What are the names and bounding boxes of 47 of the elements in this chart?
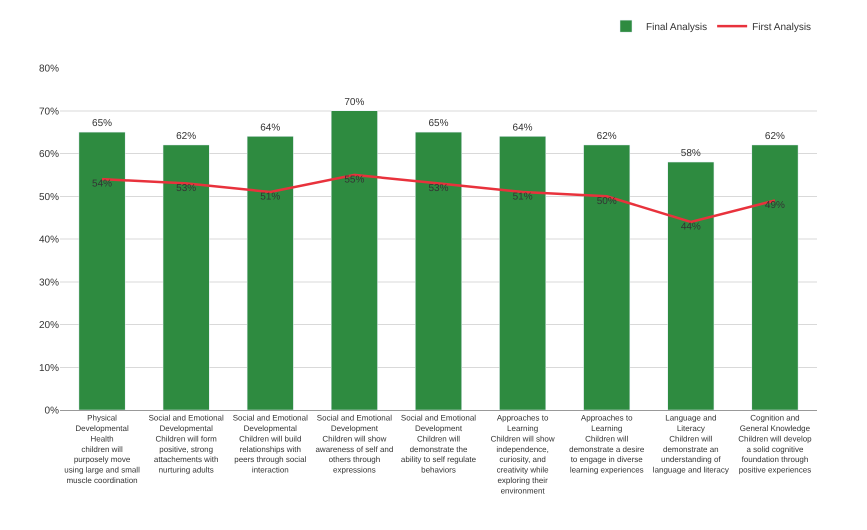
bar bbox=[583, 144, 630, 410]
y-tick-label: 30% bbox=[38, 277, 60, 288]
y-tick-label: 10% bbox=[38, 362, 60, 374]
bar bbox=[246, 136, 294, 410]
data-label: 70% bbox=[344, 96, 364, 108]
data-label: 62% bbox=[176, 130, 196, 142]
x-tick-label: Social and Emotional Developmental Children will form positive, strong attachements with nurturing adults bbox=[148, 414, 224, 475]
legend-label: Final Analysis bbox=[646, 22, 708, 34]
bar bbox=[78, 132, 126, 410]
x-tick-label: Physical Developmental Health children will purposely move using large and small muscle coordination bbox=[64, 414, 140, 485]
y-tick-label: 70% bbox=[38, 106, 60, 118]
x-tick-label: Social and Emotional Development Children will show awareness of self and others through expressions bbox=[315, 414, 394, 475]
x-tick-label: Social and Emotional Development Children will demonstrate the ability to self regulate behaviors bbox=[400, 414, 477, 475]
data-label: 64% bbox=[512, 122, 533, 134]
data-label: 62% bbox=[596, 130, 617, 142]
data-label: 50% bbox=[596, 196, 617, 207]
y-tick-label: 20% bbox=[38, 320, 60, 331]
data-label: 64% bbox=[260, 122, 280, 134]
x-tick-label: Social and Emotional Developmental Children will build relationships with peers through social interaction bbox=[232, 414, 308, 475]
data-label: 58% bbox=[680, 148, 701, 160]
data-label: 53% bbox=[176, 182, 196, 194]
data-label: 55% bbox=[344, 174, 365, 186]
legend-label: First Analysis bbox=[752, 22, 812, 34]
data-label: 53% bbox=[428, 182, 449, 194]
data-label: 51% bbox=[260, 191, 280, 202]
y-tick-label: 80% bbox=[38, 64, 60, 74]
data-label: 51% bbox=[512, 191, 533, 202]
bar bbox=[331, 110, 378, 410]
bar bbox=[752, 144, 798, 410]
data-label: 44% bbox=[680, 221, 701, 232]
bar bbox=[415, 132, 462, 410]
data-label: 65% bbox=[92, 118, 112, 130]
x-tick-label: Approaches to Learning Children will show independence, curiosity, and creativity while exploring their environment bbox=[490, 414, 555, 496]
x-tick-label: Language and Literacy Children will demonstrate an understanding of language and literacy bbox=[652, 414, 729, 475]
data-label: 54% bbox=[92, 178, 112, 190]
y-tick-label: 60% bbox=[38, 149, 60, 160]
bar bbox=[667, 162, 714, 410]
x-tick-label: Approaches to Learning Children will demonstrate a desire to engage in diverse learning experiences bbox=[569, 414, 645, 475]
bar bbox=[162, 144, 210, 410]
data-label: 65% bbox=[428, 118, 449, 130]
data-label: 62% bbox=[764, 130, 786, 142]
y-tick-label: 0% bbox=[44, 406, 60, 416]
x-tick-label: Cognition and General Knowledge Children will develop a solid cognitive foundation through positive experiences bbox=[738, 414, 812, 475]
bar bbox=[499, 136, 546, 410]
data-label: 49% bbox=[764, 200, 786, 212]
y-tick-label: 40% bbox=[38, 234, 60, 246]
y-tick-label: 50% bbox=[38, 192, 60, 203]
